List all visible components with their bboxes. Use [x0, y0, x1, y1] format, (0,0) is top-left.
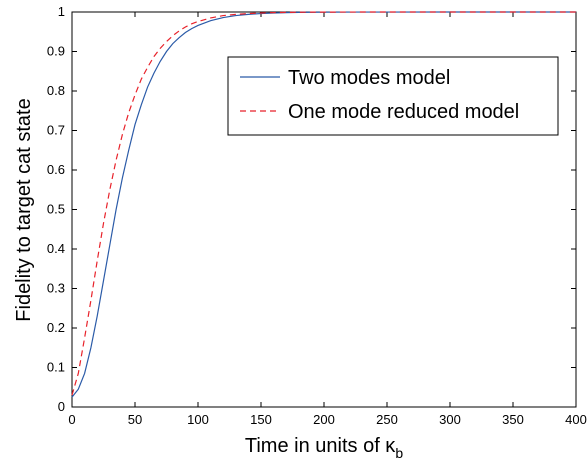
x-axis-title-subscript: b — [395, 445, 403, 460]
x-tick-label: 350 — [502, 412, 524, 427]
x-tick-label: 50 — [128, 412, 142, 427]
x-tick-label: 400 — [565, 412, 587, 427]
series-line-1 — [71, 11, 576, 396]
legend-label-one-mode: One mode reduced model — [288, 101, 519, 123]
y-tick-label: 0.1 — [47, 360, 65, 375]
y-tick-label: 0.7 — [47, 123, 65, 138]
legend: Two modes model One mode reduced model — [227, 56, 559, 136]
y-tick-label: 0.8 — [47, 83, 65, 98]
y-axis-ticks: 0 0.1 0.2 0.3 0.4 0.5 0.6 0.7 0.8 0.9 1 — [47, 4, 576, 414]
x-tick-label: 0 — [68, 412, 75, 427]
x-axis-title-main: Time in units of κ — [245, 435, 396, 457]
legend-box — [227, 56, 559, 136]
x-tick-label: 300 — [439, 412, 461, 427]
y-tick-label: 0.5 — [47, 202, 65, 217]
y-tick-label: 0.9 — [47, 44, 65, 59]
y-axis-title: Fidelity to target cat state — [13, 98, 35, 321]
legend-label-two-modes: Two modes model — [288, 67, 450, 89]
x-tick-label: 200 — [313, 412, 335, 427]
x-tick-label: 250 — [376, 412, 398, 427]
x-axis-title: Time in units of κb — [245, 435, 403, 460]
series-layer — [71, 11, 576, 398]
x-tick-label: 100 — [187, 412, 209, 427]
y-tick-label: 0.6 — [47, 162, 65, 177]
y-tick-label: 0.2 — [47, 320, 65, 335]
x-tick-label: 150 — [250, 412, 272, 427]
y-tick-label: 0.3 — [47, 281, 65, 296]
y-tick-label: 0.4 — [47, 241, 65, 256]
x-axis-ticks: 0 50 100 150 200 250 300 350 400 — [68, 12, 587, 427]
y-tick-label: 0 — [58, 399, 65, 414]
y-tick-label: 1 — [58, 4, 65, 19]
